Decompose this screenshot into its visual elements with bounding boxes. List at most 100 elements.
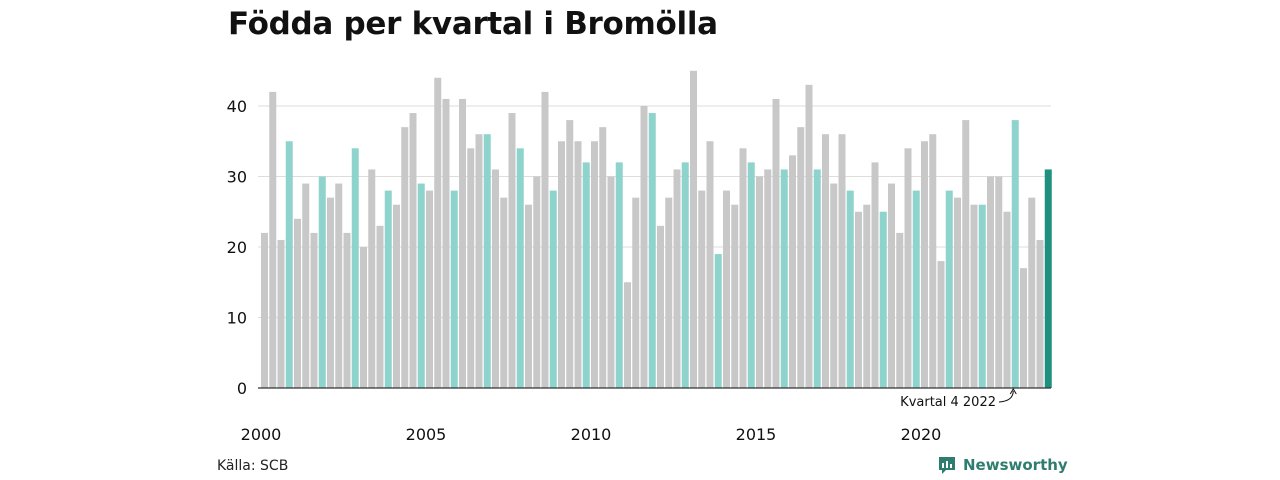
x-tick-label: 2000: [241, 425, 282, 444]
x-tick-label: 2020: [901, 425, 942, 444]
bar: [368, 169, 376, 388]
bar: [343, 232, 351, 388]
bar: [813, 169, 821, 388]
tick-labels: 0 10 20 30 40 2000 2005 2010 2015 2020: [227, 97, 942, 444]
bar: [756, 176, 763, 388]
bar: [384, 190, 392, 388]
bars: [261, 70, 1052, 389]
bar: [747, 162, 755, 388]
bar: [591, 141, 598, 388]
bar: [1011, 120, 1019, 388]
bar: [1036, 239, 1044, 388]
bar: [525, 204, 532, 388]
bar: [929, 134, 937, 388]
bar: [401, 127, 409, 389]
bar: [500, 197, 508, 388]
y-tick-label: 40: [227, 97, 247, 116]
bar: [830, 183, 838, 388]
bar: [780, 169, 788, 388]
bar: [459, 98, 466, 388]
bar: [995, 176, 1003, 388]
bar: [516, 148, 524, 388]
bar: [921, 141, 928, 388]
bar: [475, 134, 483, 388]
bar: [1020, 268, 1027, 388]
y-tick-label: 20: [227, 238, 247, 257]
bar: [566, 120, 574, 388]
annotation-arrowhead: [1009, 388, 1017, 395]
bar: [277, 239, 285, 388]
bar: [615, 162, 623, 388]
bar: [318, 176, 326, 388]
annotation-arrow: [998, 390, 1014, 403]
annotation-label: Kvartal 4 2022: [900, 395, 996, 410]
annotation: Kvartal 4 2022: [900, 388, 1017, 410]
bar: [492, 169, 499, 388]
bar: [632, 197, 640, 388]
bar: [351, 148, 359, 388]
bar: [261, 232, 268, 388]
bar: [624, 282, 631, 388]
bar: [855, 211, 862, 388]
bar: [541, 91, 549, 389]
bar: [772, 98, 780, 388]
bar: [648, 113, 656, 389]
source-label: Källa: SCB: [217, 458, 289, 474]
newsworthy-logo-icon: [939, 457, 955, 474]
bar: [706, 141, 714, 388]
bar: [739, 148, 747, 388]
bar: [912, 190, 920, 388]
y-tick-label: 10: [227, 309, 247, 328]
newsworthy-logo[interactable]: Newsworthy: [937, 455, 1068, 475]
bar: [789, 155, 796, 388]
x-tick-label: 2015: [736, 425, 777, 444]
bar: [508, 113, 516, 389]
bar: [954, 197, 961, 388]
bar: [731, 204, 739, 388]
bar: [302, 183, 310, 388]
bar: [690, 70, 697, 388]
bar: [797, 127, 805, 389]
bar: [310, 232, 318, 388]
bar: [665, 197, 673, 388]
bar: [970, 204, 978, 388]
bar: [434, 77, 442, 389]
bar: [945, 190, 953, 388]
bar: [681, 162, 689, 388]
bar: [962, 120, 970, 388]
brand-name: Newsworthy: [963, 456, 1068, 474]
bar: [714, 254, 722, 388]
bar: [698, 190, 706, 388]
bar: [285, 141, 293, 388]
bar: [723, 190, 730, 388]
bar: [574, 141, 582, 388]
bar: [269, 91, 277, 389]
bar: [1003, 211, 1011, 388]
bar: [549, 190, 557, 388]
bar: [863, 204, 871, 388]
bar: [896, 232, 904, 388]
x-tick-label: 2010: [571, 425, 612, 444]
bar: [805, 84, 813, 388]
bar: [450, 190, 458, 388]
bar: [838, 134, 846, 388]
bar: [888, 183, 895, 388]
bar: [937, 261, 945, 388]
y-tick-label: 0: [237, 379, 247, 398]
bar: [599, 127, 607, 389]
bar: [409, 113, 417, 389]
bar: [426, 190, 433, 388]
bar: [360, 247, 367, 388]
bar: [327, 197, 334, 388]
bar: [846, 190, 854, 388]
bar: [607, 176, 615, 388]
bar: [558, 141, 565, 388]
bar: [1028, 197, 1036, 388]
bar: [822, 134, 829, 388]
bar: [483, 134, 491, 388]
bar: [335, 183, 343, 388]
bar: [978, 204, 986, 388]
bar: [879, 211, 887, 388]
bar: [871, 162, 879, 388]
